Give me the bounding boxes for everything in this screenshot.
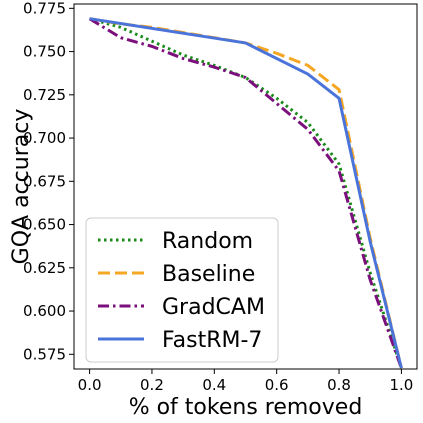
y-tick-label: 0.650 [23,216,66,234]
plot-frame [73,3,418,370]
legend-label: GradCAM [162,295,265,320]
y-tick-label: 0.675 [23,172,66,190]
x-axis-title: % of tokens removed [129,395,363,420]
y-axis-title: GQA accuracy [9,109,34,265]
y-tick-label: 0.700 [23,129,66,147]
series-line-gradcam [88,17,403,369]
legend-box [85,217,279,363]
y-axis-ticks: 0.575 0.600 0.625 0.650 0.675 0.700 0.725 0.750… [23,0,74,363]
series-lines [88,17,403,369]
y-tick-label: 0.575 [23,345,66,363]
legend-label: Random [162,229,253,254]
x-tick-label: 0.2 [140,376,164,394]
legend-label: Baseline [162,262,255,287]
y-tick-label: 0.625 [23,259,66,277]
series-line-random [89,17,403,369]
x-tick-label: 0.6 [265,376,289,394]
x-tick-label: 0.0 [78,376,102,394]
y-tick-label: 0.775 [23,0,66,17]
x-tick-label: 0.4 [202,376,226,394]
legend-label: FastRM-7 [162,328,262,353]
series-line-fastrm-7 [89,17,403,369]
x-tick-label: 0.8 [327,376,351,394]
y-tick-label: 0.600 [23,302,66,320]
y-tick-label: 0.750 [23,43,66,61]
x-axis-ticks: 0.0 0.2 0.4 0.6 0.8 1.0 [78,369,413,394]
x-tick-label: 1.0 [389,376,413,394]
y-tick-label: 0.725 [23,86,66,104]
legend: Random Baseline GradCAM FastRM-7 [85,217,279,363]
